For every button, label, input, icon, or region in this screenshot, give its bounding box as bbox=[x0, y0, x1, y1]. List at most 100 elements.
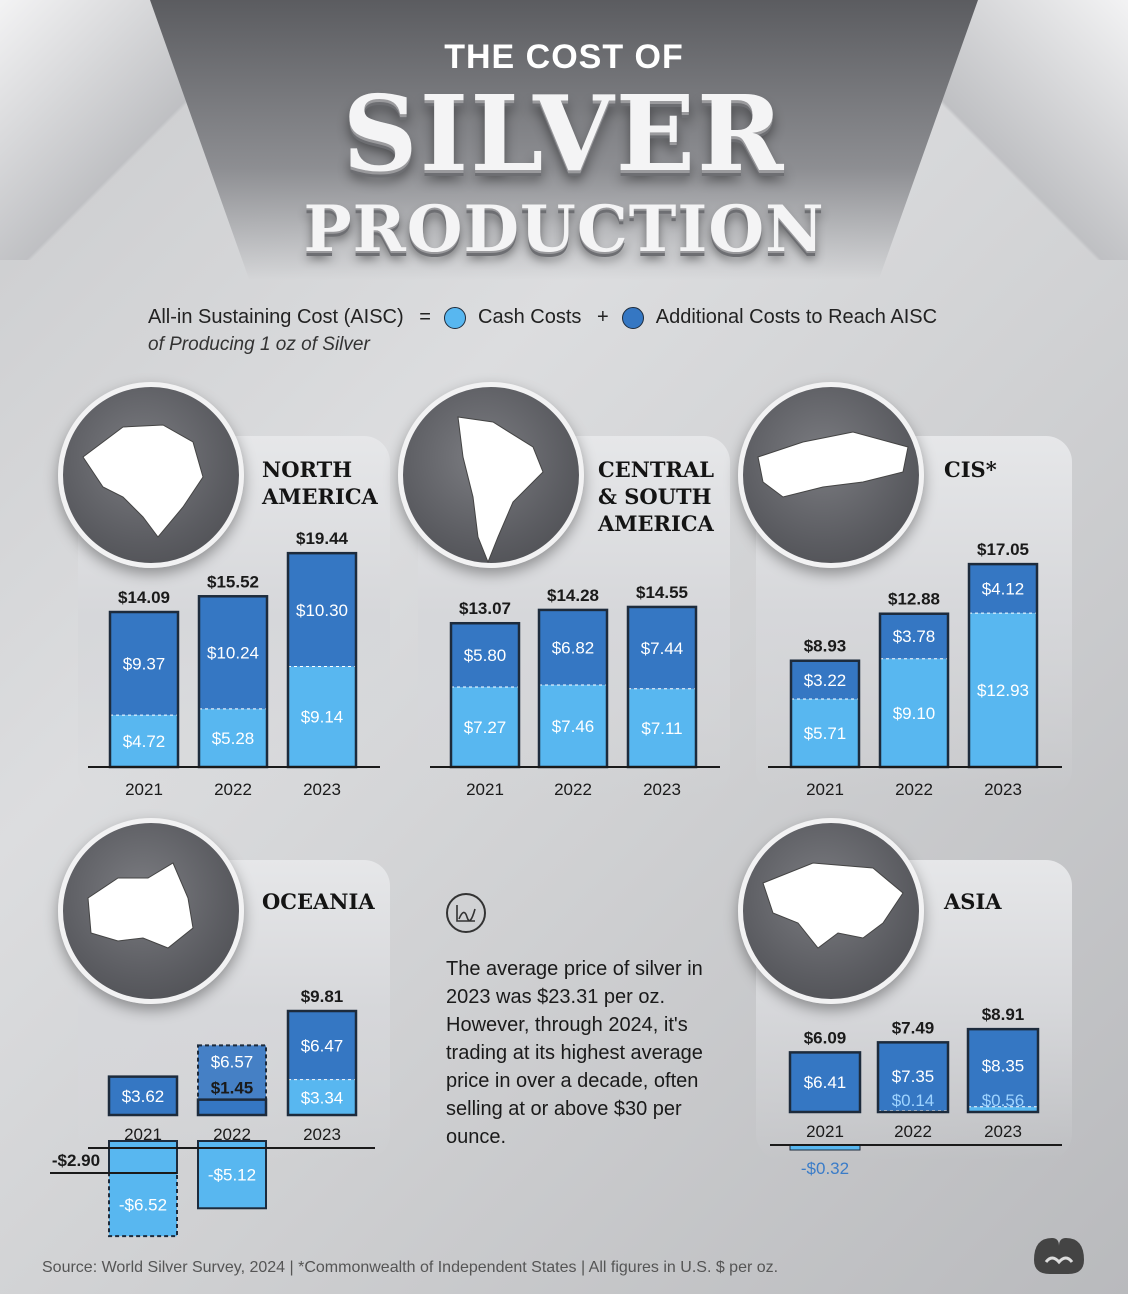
title-main: SILVER bbox=[342, 72, 786, 195]
data-label-cash: -$0.32 bbox=[801, 1159, 849, 1178]
data-label-cash: $7.11 bbox=[641, 719, 682, 738]
data-label-additional: $10.30 bbox=[296, 601, 348, 620]
region-label-central-south-america: CENTRAL & SOUTH AMERICA bbox=[598, 456, 714, 537]
region-label-oceania: OCEANIA bbox=[262, 888, 375, 915]
region-line: ASIA bbox=[944, 889, 1002, 914]
bar-cash bbox=[539, 684, 607, 767]
title-top: THE COST OF bbox=[444, 38, 684, 76]
legend-aisc-label: All-in Sustaining Cost (AISC) bbox=[148, 306, 404, 329]
region-label-asia: ASIA bbox=[944, 888, 1002, 915]
x-tick-label: 2023 bbox=[984, 780, 1022, 799]
data-label-cash: $7.27 bbox=[464, 718, 507, 737]
data-label-total: $7.49 bbox=[892, 1018, 935, 1037]
bar-cash bbox=[969, 613, 1037, 767]
x-tick-label: 2022 bbox=[894, 1122, 932, 1141]
bar-cash-negative bbox=[197, 1140, 267, 1210]
data-label-cash: $0.56 bbox=[982, 1091, 1025, 1110]
title-band bbox=[150, 0, 978, 280]
x-tick-label: 2021 bbox=[806, 1122, 844, 1141]
data-label-total: $14.09 bbox=[118, 588, 170, 607]
x-tick-label: 2023 bbox=[643, 780, 681, 799]
data-label-cash: -$5.12 bbox=[208, 1166, 256, 1185]
region-line: & SOUTH bbox=[598, 484, 712, 509]
data-label-additional: $3.78 bbox=[893, 627, 936, 646]
bar-cash-net bbox=[108, 1140, 178, 1174]
data-label-additional: $6.82 bbox=[552, 638, 595, 657]
data-label-additional: $4.12 bbox=[982, 580, 1025, 599]
bar-additional bbox=[788, 1051, 862, 1114]
globe-cis-icon bbox=[738, 382, 924, 568]
legend-additional-label: Additional Costs to Reach AISC bbox=[655, 306, 938, 329]
bar-additional bbox=[791, 660, 859, 700]
data-label-additional: $9.37 bbox=[123, 655, 166, 674]
bar-outline bbox=[876, 1041, 950, 1114]
data-label-additional: $10.24 bbox=[207, 644, 259, 663]
legend-equals: = bbox=[419, 306, 431, 329]
bar-cash bbox=[451, 687, 519, 767]
bar-cash bbox=[110, 715, 178, 767]
bar-additional bbox=[968, 1029, 1038, 1107]
bar-cash bbox=[199, 708, 267, 767]
globe-north-america-icon bbox=[58, 382, 244, 568]
bar-outline bbox=[286, 1009, 358, 1117]
bar-additional bbox=[288, 1011, 356, 1080]
data-label-total: -$2.90 bbox=[52, 1151, 100, 1170]
data-label-cash: $4.72 bbox=[123, 732, 166, 751]
region-line: CENTRAL bbox=[598, 457, 715, 482]
data-label-cash: $5.71 bbox=[804, 724, 847, 743]
data-label-cash: $7.46 bbox=[552, 717, 595, 736]
data-label-cash: $9.10 bbox=[893, 704, 936, 723]
data-label-cash: $5.28 bbox=[212, 729, 255, 748]
data-label-total: $12.88 bbox=[888, 590, 940, 609]
x-tick-label: 2021 bbox=[125, 780, 163, 799]
bar-additional bbox=[288, 553, 356, 667]
bar-additional bbox=[880, 613, 948, 659]
bar-additional bbox=[110, 612, 178, 716]
region-line: AMERICA bbox=[262, 484, 378, 509]
data-label-cash: $0.14 bbox=[892, 1091, 935, 1110]
x-tick-label: 2023 bbox=[303, 1125, 341, 1144]
bar-cash bbox=[288, 666, 356, 767]
bar-cash bbox=[628, 688, 696, 767]
region-label-north-america: NORTH AMERICA bbox=[262, 456, 378, 510]
region-line: OCEANIA bbox=[262, 889, 375, 914]
legend-cash-swatch bbox=[444, 306, 467, 329]
data-label-additional: $7.44 bbox=[641, 639, 684, 658]
region-line: NORTH bbox=[262, 457, 353, 482]
data-label-additional: $6.41 bbox=[804, 1073, 847, 1092]
x-tick-label: 2022 bbox=[214, 780, 252, 799]
data-label-additional: $6.57 bbox=[211, 1052, 254, 1071]
bar-additional bbox=[969, 564, 1037, 614]
bar-additional bbox=[199, 596, 267, 709]
region-line: AMERICA bbox=[598, 511, 714, 536]
bar-outline bbox=[966, 1027, 1040, 1114]
globe-oceania-icon bbox=[58, 818, 244, 1004]
footer-source: Source: World Silver Survey, 2024 | *Com… bbox=[42, 1259, 779, 1276]
bar-cash bbox=[968, 1106, 1038, 1112]
data-label-cash: $9.14 bbox=[301, 708, 344, 727]
x-tick-label: 2023 bbox=[984, 1122, 1022, 1141]
bar-cash-negative bbox=[108, 1172, 178, 1238]
x-tick-label: 2022 bbox=[895, 780, 933, 799]
globe-south-america-icon bbox=[398, 382, 584, 568]
title-bottom: PRODUCTION bbox=[303, 192, 825, 267]
data-label-total: $13.07 bbox=[459, 599, 511, 618]
region-label-cis: CIS* bbox=[944, 456, 997, 483]
bar-net bbox=[196, 1098, 268, 1117]
x-tick-label: 2022 bbox=[554, 780, 592, 799]
data-label-total: $17.05 bbox=[977, 540, 1029, 559]
x-tick-label: 2021 bbox=[124, 1125, 162, 1144]
data-label-total: $8.93 bbox=[804, 637, 847, 656]
price-chart-icon bbox=[446, 893, 486, 933]
data-label-additional: $8.35 bbox=[982, 1056, 1025, 1075]
bar-additional bbox=[107, 1075, 179, 1117]
data-label-total: $15.52 bbox=[207, 572, 259, 591]
data-label-additional: $3.22 bbox=[804, 671, 847, 690]
globe-asia-icon bbox=[738, 818, 924, 1004]
x-tick-label: 2023 bbox=[303, 780, 341, 799]
data-label-total: $9.81 bbox=[301, 987, 344, 1006]
data-label-cash: -$6.52 bbox=[119, 1196, 167, 1215]
bar-additional bbox=[451, 623, 519, 688]
data-label-additional: $7.35 bbox=[892, 1067, 935, 1086]
